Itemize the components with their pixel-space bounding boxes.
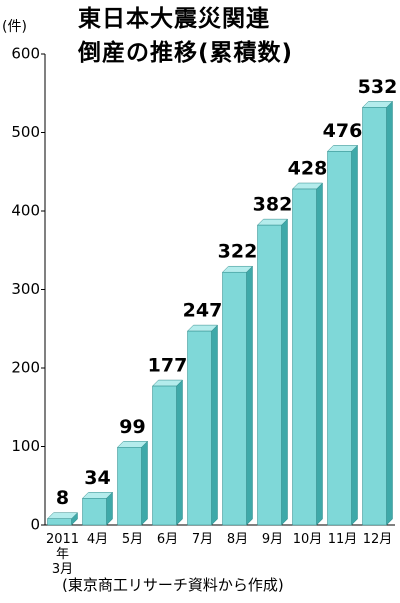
bar-side [281,218,288,526]
x-tick-label: 7月 [191,532,214,547]
bar [327,151,352,526]
value-label: 532 [358,76,398,98]
y-tick-label: 200 [11,359,40,377]
x-tick-label: 12月 [362,532,393,547]
bar [292,188,317,526]
bar [82,498,107,526]
bar-side [246,265,253,526]
bar [152,385,177,526]
value-label: 382 [253,194,293,216]
source-note: (東京商工リサーチ資料から作成) [62,576,284,594]
x-tick-label: 6月 [156,532,179,547]
value-label: 428 [288,158,328,180]
x-tick-label: 11月 [327,532,358,547]
value-label: 34 [84,467,110,489]
bar-side [316,182,323,526]
value-label: 322 [218,241,258,263]
x-tick-label: 5月 [121,532,144,547]
y-tick-label: 400 [11,202,40,220]
bar [47,518,72,526]
bar [222,271,247,526]
bar [257,224,282,526]
y-tick-label: 100 [11,437,40,455]
x-tick-label: 9月 [261,532,284,547]
bar-side [211,324,218,526]
y-tick-label: 500 [11,123,40,141]
bar-side [176,379,183,526]
y-tick-label: 600 [11,45,40,63]
x-tick-label: 8月 [226,532,249,547]
x-tick-label: 10月 [292,532,323,547]
bar [362,107,387,526]
value-label: 99 [119,416,145,438]
bar-side [351,144,358,526]
x-tick-label: 4月 [86,532,109,547]
value-label: 8 [56,487,69,509]
value-label: 476 [323,120,363,142]
value-label: 177 [148,355,188,377]
bar [187,330,212,526]
y-axis-label: (件) [2,19,27,35]
x-tick-label: 2011年 3月 [45,532,80,577]
chart-title: 東日本大震災関連 倒産の推移(累積数) [78,6,294,66]
y-tick-label: 0 [30,516,40,534]
bar [117,447,142,526]
y-tick-label: 300 [11,280,40,298]
value-label: 247 [183,300,223,322]
bar-side [141,440,148,526]
bar-side [386,100,393,526]
